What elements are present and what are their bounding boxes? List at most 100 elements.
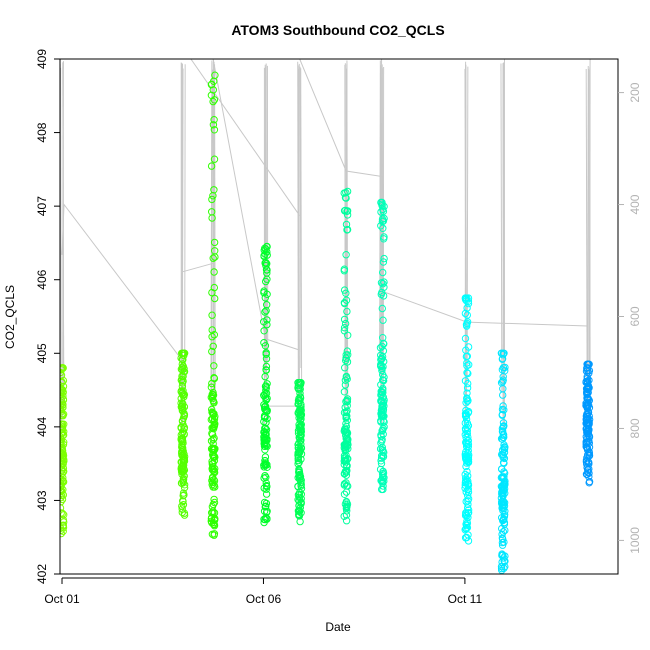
data-point bbox=[377, 290, 385, 299]
data-point bbox=[261, 413, 269, 421]
data-point bbox=[379, 453, 388, 461]
data-point bbox=[294, 496, 302, 504]
data-point bbox=[377, 457, 385, 465]
data-point bbox=[262, 407, 271, 416]
data-point bbox=[60, 379, 66, 387]
series-group bbox=[376, 198, 388, 494]
data-point bbox=[585, 360, 593, 368]
y2-tick-label: 1000 bbox=[628, 527, 642, 554]
data-point bbox=[377, 397, 385, 405]
data-point bbox=[343, 358, 352, 366]
data-point bbox=[295, 397, 303, 405]
data-point bbox=[379, 316, 387, 324]
data-point bbox=[463, 427, 471, 435]
data-point bbox=[295, 458, 303, 467]
data-point bbox=[60, 493, 65, 502]
data-point bbox=[499, 419, 508, 427]
data-point bbox=[296, 503, 304, 512]
trace-profile bbox=[214, 64, 216, 404]
x-axis-label: Date bbox=[325, 620, 351, 634]
data-point bbox=[342, 220, 351, 229]
data-point bbox=[180, 491, 188, 499]
data-point bbox=[464, 436, 472, 445]
data-point bbox=[207, 437, 216, 445]
data-point bbox=[379, 469, 388, 477]
data-point bbox=[207, 383, 216, 391]
data-point bbox=[179, 492, 187, 500]
data-point bbox=[180, 483, 189, 492]
data-point bbox=[179, 391, 187, 399]
data-point bbox=[463, 369, 471, 377]
y2-tick-label: 200 bbox=[628, 82, 642, 102]
data-point bbox=[377, 454, 386, 462]
trace-profile bbox=[500, 63, 503, 393]
series-group bbox=[582, 360, 594, 487]
data-point bbox=[499, 485, 507, 493]
series-group bbox=[294, 379, 306, 526]
y-tick-label: 409 bbox=[35, 49, 49, 69]
trace-profile bbox=[210, 62, 213, 395]
data-point bbox=[499, 453, 507, 462]
data-point bbox=[498, 366, 507, 374]
data-point bbox=[377, 432, 385, 441]
data-point bbox=[263, 463, 271, 471]
data-point bbox=[60, 411, 66, 420]
data-point bbox=[343, 225, 352, 234]
data-point bbox=[498, 485, 507, 494]
data-point bbox=[210, 186, 218, 194]
y-tick-label: 406 bbox=[35, 269, 49, 289]
trace-segment bbox=[61, 203, 184, 362]
series-group bbox=[207, 71, 219, 539]
data-point bbox=[177, 365, 186, 373]
data-point bbox=[263, 301, 271, 309]
data-point bbox=[211, 71, 219, 79]
data-point bbox=[343, 455, 352, 463]
data-point bbox=[60, 482, 65, 490]
data-point bbox=[343, 307, 351, 316]
data-point bbox=[464, 299, 473, 308]
data-point bbox=[60, 453, 67, 461]
data-point bbox=[380, 418, 388, 426]
data-point bbox=[179, 421, 187, 429]
data-point bbox=[208, 474, 217, 482]
data-point bbox=[380, 340, 388, 348]
data-point bbox=[179, 439, 187, 447]
data-point bbox=[464, 472, 472, 480]
data-point bbox=[343, 187, 352, 196]
trace-profile bbox=[62, 61, 64, 407]
data-point bbox=[583, 390, 591, 398]
data-point bbox=[500, 406, 508, 414]
data-point bbox=[462, 406, 470, 415]
data-point bbox=[380, 235, 388, 243]
data-point bbox=[585, 420, 593, 429]
data-point bbox=[379, 482, 387, 490]
data-point bbox=[342, 251, 350, 259]
data-point bbox=[262, 502, 270, 510]
data-point bbox=[180, 454, 188, 463]
y-tick-label: 408 bbox=[35, 122, 49, 142]
data-point bbox=[210, 476, 218, 484]
data-point bbox=[464, 294, 473, 302]
data-point bbox=[60, 443, 66, 452]
data-point bbox=[499, 458, 508, 467]
data-point bbox=[343, 211, 352, 219]
trace-profile bbox=[300, 68, 303, 424]
trace-profile bbox=[297, 61, 299, 397]
data-point bbox=[211, 412, 219, 421]
data-point bbox=[343, 402, 351, 410]
data-point bbox=[211, 294, 219, 303]
data-point bbox=[297, 440, 305, 448]
data-point bbox=[260, 246, 268, 254]
data-point bbox=[261, 308, 269, 316]
data-point bbox=[208, 509, 216, 517]
data-point bbox=[340, 388, 349, 396]
data-point bbox=[60, 423, 67, 431]
data-point bbox=[464, 509, 473, 517]
data-point bbox=[343, 416, 351, 424]
data-point bbox=[178, 375, 186, 383]
data-point bbox=[379, 268, 387, 277]
data-point bbox=[294, 441, 302, 449]
data-point bbox=[501, 552, 509, 560]
data-point bbox=[260, 289, 268, 297]
data-point bbox=[500, 422, 508, 430]
